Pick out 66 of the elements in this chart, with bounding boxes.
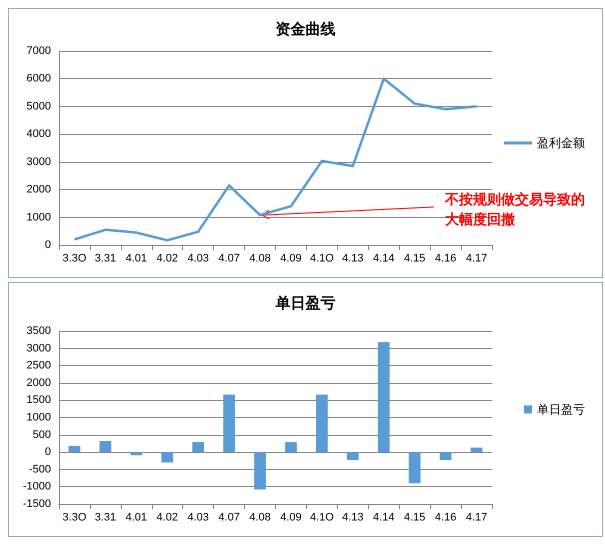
- y-tick-label: 6000: [26, 72, 51, 85]
- y-tick-label: 4000: [26, 128, 51, 140]
- y-tick-label: 2000: [26, 184, 51, 196]
- x-tick-label: 4.15: [404, 512, 426, 524]
- annotation: 不按规则做交易导致的大幅度回撤: [444, 191, 585, 227]
- y-tick-label: -500: [28, 463, 51, 476]
- x-tick-label: 3.3O: [62, 252, 87, 264]
- x-tick-label: 4.02: [156, 512, 178, 524]
- chart-title: 单日盈亏: [274, 295, 336, 312]
- y-tick-label: 1500: [26, 394, 51, 406]
- y-tick-label: 1000: [26, 412, 51, 424]
- y-tick-label: 2000: [26, 376, 51, 389]
- bar: [100, 441, 112, 452]
- x-tick-label: 4.08: [249, 512, 271, 524]
- x-tick-label: 4.09: [280, 512, 302, 524]
- x-tick-label: 4.03: [187, 512, 209, 524]
- y-tick-label: 3000: [26, 342, 51, 354]
- x-tick-label: 4.09: [280, 252, 302, 264]
- x-tick-label: 4.13: [342, 512, 364, 524]
- x-tick-label: 4.17: [466, 512, 488, 524]
- legend-label: 盈利金额: [537, 136, 585, 150]
- y-tick-label: 7000: [26, 45, 51, 57]
- y-tick-label: 3500: [26, 325, 51, 337]
- bar: [161, 452, 174, 462]
- bar: [440, 452, 452, 460]
- y-tick-label: 500: [32, 428, 51, 441]
- x-tick-label: 3.3O: [62, 512, 87, 524]
- x-tick-label: 3.31: [94, 252, 116, 264]
- x-tick-label: 4.03: [187, 252, 209, 264]
- bar: [378, 342, 390, 452]
- x-tick-label: 4.17: [466, 252, 488, 264]
- bar: [285, 442, 297, 452]
- y-tick-label: 0: [44, 446, 51, 458]
- x-tick-label: 4.16: [434, 512, 456, 524]
- y-tick-label: -1000: [22, 480, 51, 493]
- x-tick-label: 4.07: [218, 512, 240, 524]
- x-tick-label: 4.07: [218, 252, 240, 264]
- legend-label: 单日盈亏: [537, 402, 585, 416]
- bar: [408, 452, 421, 484]
- bar: [254, 452, 266, 490]
- x-tick-label: 4.14: [373, 512, 394, 524]
- x-tick-label: 4.01: [126, 252, 148, 264]
- bar: [223, 394, 235, 452]
- y-tick-label: 0: [44, 239, 51, 251]
- x-tick-label: 3.31: [94, 512, 116, 524]
- x-tick-label: 4.14: [373, 252, 394, 264]
- x-tick-label: 4.16: [434, 252, 456, 264]
- bar: [130, 452, 142, 456]
- bar: [346, 452, 359, 460]
- bar: [470, 448, 482, 452]
- y-tick-label: 2500: [26, 360, 51, 372]
- x-tick-label: 4.1O: [310, 512, 334, 524]
- y-tick-label: 3000: [26, 156, 51, 168]
- y-tick-label: 5000: [26, 100, 51, 112]
- x-tick-label: 4.08: [249, 252, 271, 264]
- y-tick-label: -1500: [22, 498, 51, 510]
- x-tick-label: 4.02: [156, 252, 178, 264]
- bar: [316, 394, 328, 452]
- chart-title: 资金曲线: [276, 21, 336, 38]
- x-tick-label: 4.1O: [310, 252, 334, 264]
- bar: [68, 446, 80, 452]
- x-tick-label: 4.15: [404, 252, 426, 264]
- y-tick-label: 1000: [26, 211, 51, 224]
- x-tick-label: 4.13: [342, 252, 364, 264]
- x-tick-label: 4.01: [126, 512, 148, 524]
- bar: [192, 442, 204, 452]
